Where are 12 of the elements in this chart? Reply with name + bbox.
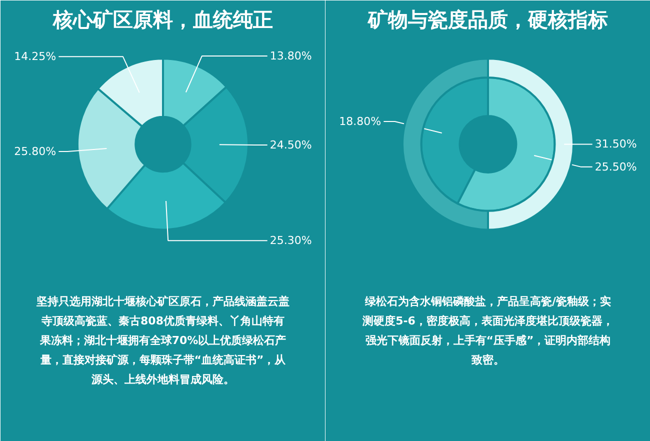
data-label: 24.50% [270,138,312,152]
chart-title: 矿物与瓷度品质，硬核指标 [367,8,608,32]
text: 绿松石为含水铜铝磷酸盐，产品呈高瓷/瓷釉级；实测硬度5-6，密度极高，表面光泽度堪比顶级瓷器，强光下镜面反射，上手有“压手感”，证明内部结构致密。 [362,295,614,367]
data-label: 14.25% [14,50,56,64]
data-label: 25.30% [270,234,312,248]
data-label: 13.80% [270,50,312,63]
data-label: 25.80% [14,144,56,158]
text: 坚持只选用湖北十堰核心矿区原石，产品线涵盖云盖寺顶级高瓷蓝、秦古808优质青绿料、丫角山特有果冻料；湖北十堰拥有全球70%以上优质绿松石产量，直接对接矿源，每颗珠子带“血统高证书”，从源头、上线外地料冒成风险。 [36,295,290,386]
chart-title: 核心矿区原料，血统纯正 [52,8,273,32]
data-label: 25.50% [594,160,637,174]
data-label: 31.50% [594,138,637,151]
data-label: 18.80% [339,115,382,128]
